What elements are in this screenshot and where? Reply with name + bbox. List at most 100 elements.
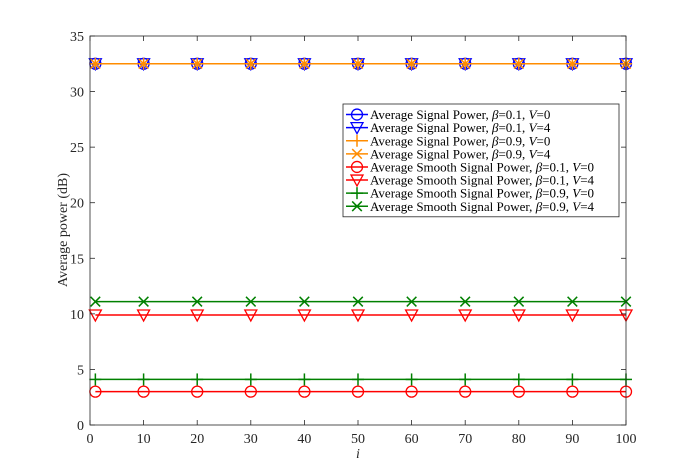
y-tick-label-0: 0 <box>77 419 84 434</box>
y-tick-label-6: 30 <box>70 86 84 101</box>
series-7-point-4 <box>299 296 310 307</box>
legend-label-part: =0.1, <box>498 120 528 135</box>
y-tick-label-2: 10 <box>70 308 84 323</box>
series-3-point-4 <box>299 58 310 70</box>
axes-layer: 0 10 20 30 40 50 60 70 80 90 100 0 5 10 15 20 25 30 35 <box>70 30 637 447</box>
x-tick-label-7: 70 <box>458 432 472 447</box>
x-tick-label-2: 20 <box>190 432 204 447</box>
y-tick-label-5: 25 <box>70 141 84 156</box>
legend-label-6: Average Smooth Signal Power, β=0.9, V=0 <box>370 186 594 201</box>
series-5-point-7 <box>458 309 473 323</box>
legend-item-6: Average Smooth Signal Power, β=0.9, V=0 <box>346 186 594 201</box>
series-7-point-9 <box>567 296 578 307</box>
series-3 <box>90 58 632 70</box>
legend-label-part: =4 <box>537 146 551 161</box>
legend-marker-0 <box>350 108 364 121</box>
legend-label-5: Average Smooth Signal Power, β=0.1, V=4 <box>370 173 595 188</box>
legend-label-2: Average Signal Power, β=0.9, V=0 <box>370 133 550 148</box>
legend-label-part: =4 <box>580 199 594 214</box>
series-5-point-4 <box>297 309 312 323</box>
legend-label-part: V <box>572 173 582 188</box>
series-6-point-3 <box>244 373 257 386</box>
legend-label-part: V <box>529 133 539 148</box>
series-7-point-3 <box>245 296 257 307</box>
legend-marker-6 <box>351 187 363 200</box>
series-5-point-9 <box>565 309 580 323</box>
y-axis-label: Average power (dB) <box>56 173 71 287</box>
legend-label-part: V <box>529 120 539 135</box>
series-7-point-2 <box>191 296 203 307</box>
y-tick-label-3: 15 <box>70 252 84 267</box>
series-layer <box>88 57 634 398</box>
legend-label-part: V <box>572 186 582 201</box>
legend-label-part: β <box>535 159 543 174</box>
legend-label-part: β <box>535 173 543 188</box>
legend-label-part: Average Signal Power, <box>370 107 492 122</box>
x-tick-label-9: 90 <box>565 432 579 447</box>
series-3-point-3 <box>245 58 257 70</box>
series-4-point-7 <box>459 385 472 398</box>
series-4-point-9 <box>566 385 579 398</box>
legend-label-part: =0 <box>580 186 594 201</box>
series-3-point-2 <box>191 58 203 70</box>
series-3-point-6 <box>406 58 417 70</box>
series-6-point-4 <box>298 373 311 386</box>
legend-label-part: V <box>572 159 582 174</box>
legend-box <box>342 103 620 218</box>
legend-label-part: =0.1, <box>542 173 572 188</box>
legend-label-4: Average Smooth Signal Power, β=0.1, V=0 <box>370 159 594 174</box>
series-6-point-2 <box>191 373 204 386</box>
legend-label-part: Average Smooth Signal Power, <box>370 173 536 188</box>
legend-label-part: Average Signal Power, <box>370 120 492 135</box>
series-5-point-1 <box>136 309 151 323</box>
series-7-point-1 <box>138 296 149 307</box>
series-4-point-8 <box>512 385 525 398</box>
series-6-point-0 <box>89 373 102 386</box>
x-tick-label-10: 100 <box>616 432 637 447</box>
legend-marker-4 <box>350 160 364 174</box>
series-3-point-7 <box>459 58 471 70</box>
legend-label-part: Average Signal Power, <box>370 146 492 161</box>
x-tick-label-3: 30 <box>244 432 258 447</box>
series-7 <box>90 296 632 307</box>
series-4-point-1 <box>137 385 150 398</box>
legend-label-part: =0.9, <box>498 133 528 148</box>
y-tick-label-1: 5 <box>77 363 84 378</box>
legend-label-part: =0 <box>537 107 551 122</box>
series-6-point-5 <box>352 373 364 386</box>
series-7-point-6 <box>406 296 417 307</box>
series-3-point-1 <box>138 58 149 70</box>
legend-item-3: Average Signal Power, β=0.9, V=4 <box>346 146 551 161</box>
series-4-point-3 <box>244 385 257 398</box>
series-7-point-0 <box>90 296 101 307</box>
legend-marker-5 <box>349 174 365 188</box>
legend-label-part: β <box>491 133 499 148</box>
legend-marker-7 <box>351 200 363 212</box>
legend-label-part: V <box>529 107 539 122</box>
legend-label-1: Average Signal Power, β=0.1, V=4 <box>370 120 551 135</box>
x-axis-label: i <box>356 447 360 462</box>
legend: Average Signal Power, β=0.1, V=0Average … <box>342 103 620 218</box>
series-5-point-0 <box>88 309 103 323</box>
series-3-point-5 <box>352 58 364 70</box>
legend-label-part: Average Smooth Signal Power, <box>370 199 536 214</box>
legend-item-4: Average Smooth Signal Power, β=0.1, V=0 <box>346 159 594 174</box>
legend-marker-2 <box>351 134 363 147</box>
legend-label-part: =0.1, <box>498 107 528 122</box>
series-6-point-8 <box>512 373 525 386</box>
legend-label-part: β <box>491 120 499 135</box>
legend-item-0: Average Signal Power, β=0.1, V=0 <box>346 107 550 122</box>
series-5-point-3 <box>243 309 258 323</box>
series-3-point-8 <box>513 58 525 70</box>
legend-label-part: β <box>535 186 543 201</box>
series-4-point-6 <box>405 385 418 398</box>
series-5-point-2 <box>190 309 205 323</box>
legend-label-part: =4 <box>537 120 551 135</box>
legend-label-7: Average Smooth Signal Power, β=0.9, V=4 <box>370 199 595 214</box>
series-3-point-0 <box>90 58 101 70</box>
x-tick-label-4: 40 <box>297 432 311 447</box>
series-5-point-6 <box>404 309 419 323</box>
legend-label-part: Average Smooth Signal Power, <box>370 159 536 174</box>
legend-label-part: =0.1, <box>542 159 572 174</box>
series-7-point-5 <box>352 296 364 307</box>
